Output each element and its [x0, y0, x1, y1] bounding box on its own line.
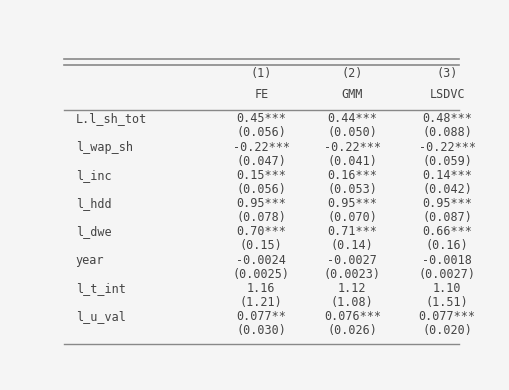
- Text: (0.056): (0.056): [236, 183, 286, 196]
- Text: 0.48***: 0.48***: [421, 112, 471, 125]
- Text: (3): (3): [436, 67, 457, 80]
- Text: -0.22***: -0.22***: [418, 141, 475, 154]
- Text: (0.088): (0.088): [421, 126, 471, 140]
- Text: 0.076***: 0.076***: [323, 310, 380, 323]
- Text: (0.020): (0.020): [421, 324, 471, 337]
- Text: 0.71***: 0.71***: [327, 225, 377, 238]
- Text: (0.0027): (0.0027): [418, 268, 475, 281]
- Text: (0.14): (0.14): [330, 239, 373, 252]
- Text: 0.15***: 0.15***: [236, 169, 286, 182]
- Text: (0.042): (0.042): [421, 183, 471, 196]
- Text: L.l_sh_tot: L.l_sh_tot: [75, 112, 147, 125]
- Text: (0.056): (0.056): [236, 126, 286, 140]
- Text: 0.45***: 0.45***: [236, 112, 286, 125]
- Text: (0.041): (0.041): [327, 155, 377, 168]
- Text: (0.15): (0.15): [240, 239, 282, 252]
- Text: (1): (1): [250, 67, 271, 80]
- Text: (0.047): (0.047): [236, 155, 286, 168]
- Text: 0.44***: 0.44***: [327, 112, 377, 125]
- Text: (0.087): (0.087): [421, 211, 471, 224]
- Text: 0.16***: 0.16***: [327, 169, 377, 182]
- Text: (0.0023): (0.0023): [323, 268, 380, 281]
- Text: LSDVC: LSDVC: [429, 89, 464, 101]
- Text: GMM: GMM: [341, 89, 362, 101]
- Text: l_hdd: l_hdd: [75, 197, 111, 210]
- Text: (0.078): (0.078): [236, 211, 286, 224]
- Text: 0.95***: 0.95***: [421, 197, 471, 210]
- Text: 0.95***: 0.95***: [236, 197, 286, 210]
- Text: 0.66***: 0.66***: [421, 225, 471, 238]
- Text: (1.21): (1.21): [240, 296, 282, 309]
- Text: 1.16: 1.16: [247, 282, 275, 295]
- Text: (1.51): (1.51): [425, 296, 468, 309]
- Text: -0.22***: -0.22***: [323, 141, 380, 154]
- Text: 1.12: 1.12: [337, 282, 366, 295]
- Text: FE: FE: [254, 89, 268, 101]
- Text: -0.0018: -0.0018: [421, 254, 471, 266]
- Text: (2): (2): [341, 67, 362, 80]
- Text: 0.95***: 0.95***: [327, 197, 377, 210]
- Text: (0.030): (0.030): [236, 324, 286, 337]
- Text: 0.70***: 0.70***: [236, 225, 286, 238]
- Text: 0.14***: 0.14***: [421, 169, 471, 182]
- Text: -0.22***: -0.22***: [233, 141, 289, 154]
- Text: l_t_int: l_t_int: [75, 282, 125, 295]
- Text: 0.077***: 0.077***: [418, 310, 475, 323]
- Text: l_wap_sh: l_wap_sh: [75, 141, 132, 154]
- Text: l_inc: l_inc: [75, 169, 111, 182]
- Text: l_dwe: l_dwe: [75, 225, 111, 238]
- Text: 1.10: 1.10: [432, 282, 461, 295]
- Text: (0.059): (0.059): [421, 155, 471, 168]
- Text: (0.16): (0.16): [425, 239, 468, 252]
- Text: (0.026): (0.026): [327, 324, 377, 337]
- Text: (0.053): (0.053): [327, 183, 377, 196]
- Text: (0.0025): (0.0025): [233, 268, 289, 281]
- Text: l_u_val: l_u_val: [75, 310, 125, 323]
- Text: year: year: [75, 254, 104, 266]
- Text: -0.0024: -0.0024: [236, 254, 286, 266]
- Text: -0.0027: -0.0027: [327, 254, 377, 266]
- Text: 0.077**: 0.077**: [236, 310, 286, 323]
- Text: (0.050): (0.050): [327, 126, 377, 140]
- Text: (0.070): (0.070): [327, 211, 377, 224]
- Text: (1.08): (1.08): [330, 296, 373, 309]
